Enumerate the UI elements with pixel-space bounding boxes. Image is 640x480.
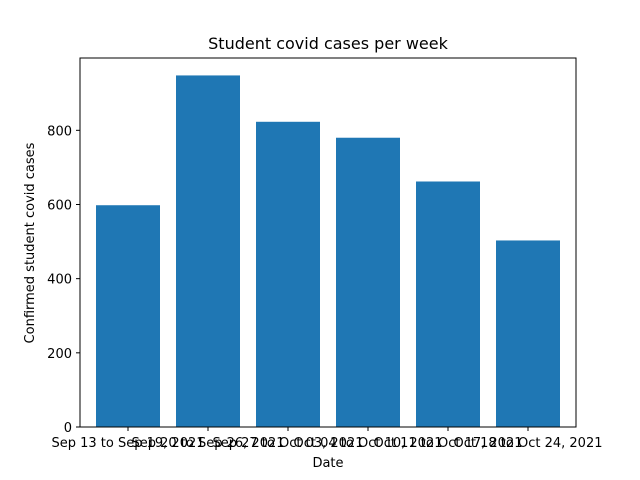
- x-tick-label: Oct 04 to Oct 10, 2021: [294, 436, 443, 451]
- bar-6: [496, 240, 560, 427]
- x-tick-label: Sep 13 to Sep 19, 2021: [51, 436, 204, 451]
- y-axis-ticks: 0 200 400 600 800: [47, 124, 80, 436]
- y-tick-label: 200: [47, 347, 72, 362]
- x-tick-label: Oct 11 to Oct 17, 2021: [374, 436, 523, 451]
- y-tick-label: 800: [47, 124, 72, 139]
- y-tick-label: 600: [47, 198, 72, 213]
- x-axis-label: Date: [312, 456, 343, 471]
- bars-group: [96, 75, 560, 428]
- chart-title: Student covid cases per week: [208, 34, 448, 53]
- bar-2: [176, 75, 240, 428]
- bar-4: [336, 137, 400, 427]
- bar-1: [96, 205, 160, 427]
- bar-5: [416, 181, 480, 427]
- plot-frame: [79, 57, 577, 428]
- y-tick-label: 400: [47, 273, 72, 288]
- x-tick-label: Sep 27 to Oct 03, 2021: [213, 436, 364, 451]
- bar-3: [256, 121, 320, 428]
- y-tick-label: 0: [64, 421, 72, 436]
- x-tick-label: Oct 18 to Oct 24, 2021: [454, 436, 603, 451]
- x-tick-label: Sep 20 to Sep 26, 2021: [131, 436, 284, 451]
- y-axis-label: Confirmed student covid cases: [23, 142, 38, 343]
